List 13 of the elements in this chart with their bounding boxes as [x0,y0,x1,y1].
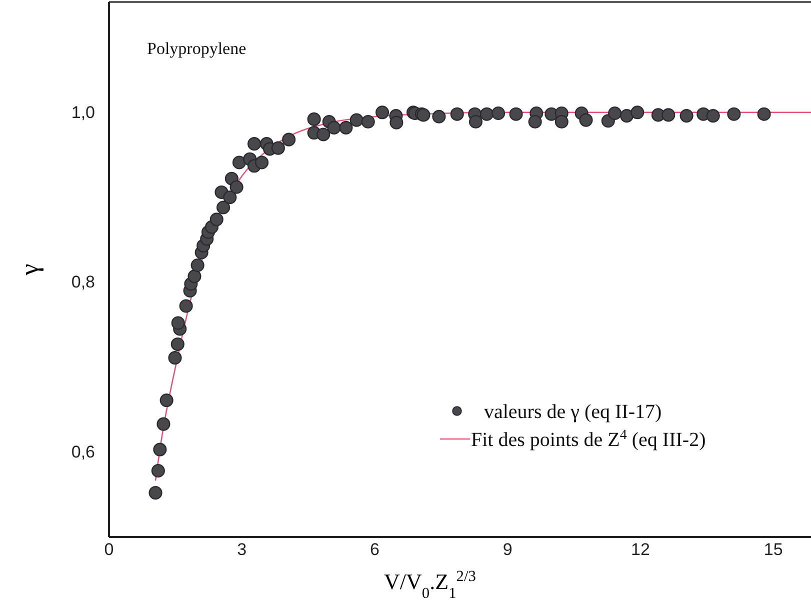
legend-label: Fit des points de Z$^{4}$ (eq III-2) [471,428,706,451]
legend-label: valeurs de γ (eq II-17) [484,401,662,423]
x-tick-label: 6 [370,540,380,560]
y-axis-title: γ [15,264,44,276]
x-tick-label: 9 [502,540,512,560]
x-tick-label: 3 [237,540,247,560]
x-tick-label: 12 [631,540,650,560]
y-tick-label: 0,6 [71,442,95,462]
x-tick-label: 15 [764,540,783,560]
annotation: Polypropylene [147,39,246,58]
y-tick-label: 0,8 [71,272,95,292]
y-tick-label: 1,0 [71,102,95,122]
x-tick-label: 0 [104,540,114,560]
